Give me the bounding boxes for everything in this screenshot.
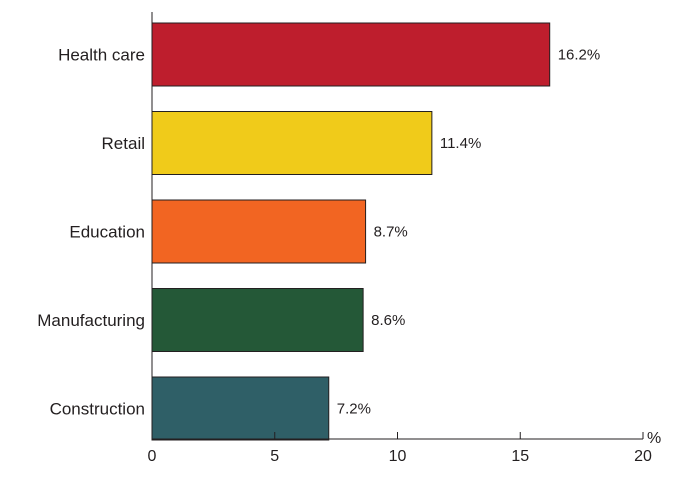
labels-layer: 16.2% Health care 11.4% Retail 8.7% Education… [37, 46, 600, 419]
x-tick-label-0: 0 [148, 448, 157, 465]
bar-retail [151, 111, 433, 175]
x-tick-label-10: 10 [389, 448, 407, 465]
value-label-construction: 7.2% [337, 401, 371, 418]
bar-health-care [151, 22, 551, 87]
bar-construction [151, 376, 330, 441]
x-tick-label-15: 15 [511, 448, 529, 465]
value-label-education: 8.7% [374, 224, 408, 241]
category-label-retail: Retail [102, 134, 145, 153]
x-axis-unit-label: % [647, 430, 661, 447]
bar-education [151, 199, 367, 264]
value-label-manufacturing: 8.6% [371, 312, 405, 329]
value-label-retail: 11.4% [440, 135, 481, 152]
category-label-construction: Construction [50, 400, 145, 419]
axis-layer: 0 5 10 15 20% [148, 12, 661, 465]
bars-layer [151, 22, 551, 441]
category-label-health-care: Health care [58, 46, 145, 65]
value-label-health-care: 16.2% [558, 47, 601, 64]
category-label-manufacturing: Manufacturing [37, 311, 145, 330]
bar-manufacturing [151, 288, 364, 352]
category-label-education: Education [69, 223, 145, 242]
x-tick-label-20: 20 [634, 448, 652, 465]
x-tick-label-5: 5 [270, 448, 279, 465]
